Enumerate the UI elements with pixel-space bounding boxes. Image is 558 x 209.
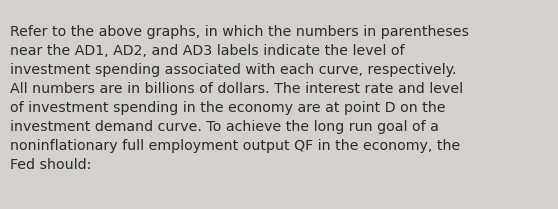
Text: Refer to the above graphs, in which the numbers in parentheses
near the AD1, AD2: Refer to the above graphs, in which the … (10, 25, 469, 172)
